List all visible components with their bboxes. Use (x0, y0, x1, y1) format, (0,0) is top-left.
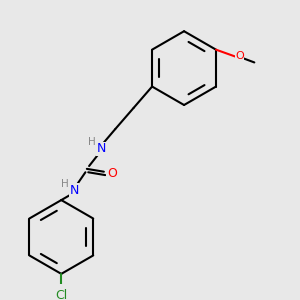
Text: H: H (88, 137, 95, 148)
Text: O: O (235, 51, 244, 61)
Text: H: H (61, 178, 69, 189)
Text: N: N (69, 184, 79, 196)
Text: O: O (107, 167, 117, 180)
Text: Cl: Cl (55, 289, 68, 300)
Text: N: N (96, 142, 106, 155)
